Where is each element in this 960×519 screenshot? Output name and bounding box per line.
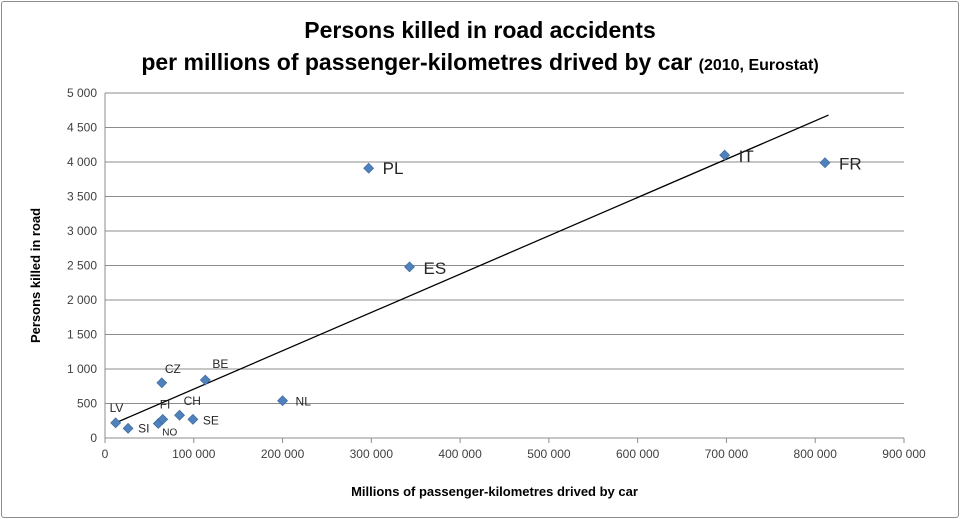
chart-source: (2010, Eurostat) [698,57,819,74]
y-tick-label: 4 000 [67,155,97,169]
x-tick-label: 300 000 [350,447,394,461]
y-tick-label: 3 000 [67,224,97,238]
x-tick-label: 200 000 [261,447,305,461]
data-points [110,149,831,434]
data-point-es [404,261,415,273]
data-point-se [187,413,199,425]
y-tick-label: 500 [77,397,97,411]
point-label-es: ES [424,259,447,278]
data-point-fr [819,157,831,169]
y-tick-label: 5 000 [67,86,97,100]
trendline-path [115,114,829,424]
x-axis-title: Millions of passenger-kilometres drived … [351,484,638,499]
y-tick-label: 0 [90,431,97,445]
x-tick-label: 700 000 [705,447,749,461]
x-tick-label: 500 000 [527,447,571,461]
point-label-fr: FR [839,155,862,174]
chart-title: Persons killed in road accidents [304,17,656,43]
data-point-be [199,374,211,386]
point-label-cz: CZ [165,362,181,376]
axes [104,93,905,443]
y-tick-label: 2 500 [67,259,97,273]
point-label-be: BE [212,357,228,371]
point-label-lv: LV [110,401,124,415]
point-label-fi: FI [160,397,171,411]
x-tick-label: 100 000 [172,447,216,461]
data-point-nl [277,395,288,407]
y-tick-label: 3 500 [67,190,97,204]
data-point-pl [363,162,375,174]
point-label-pl: PL [383,159,404,178]
chart-subtitle: per millions of passenger-kilometres dri… [141,49,819,75]
data-point-it [719,149,731,161]
data-point-ch [174,409,185,421]
point-label-si: SI [138,421,149,435]
x-tick-label: 400 000 [438,447,482,461]
trendline [115,114,829,424]
gridlines [105,92,904,404]
x-tick-label: 0 [102,447,109,461]
y-tick-label: 1 500 [67,328,97,342]
data-point-fi [157,413,169,425]
y-tick-labels: 0 500 1 000 1 500 2 000 2 500 3 000 3 500 4 000 4… [67,86,97,445]
point-label-it: IT [739,147,754,166]
point-label-nl: NL [296,395,312,409]
x-tick-labels: 0 100 000 200 000 300 000 400 000 500 000 600 … [102,447,926,461]
point-label-no: NO [162,428,177,439]
x-tick-label: 600 000 [616,447,660,461]
y-tick-label: 4 500 [67,121,97,135]
data-point-si [122,422,134,434]
x-tick-label: 800 000 [794,447,838,461]
point-label-se: SE [203,413,219,427]
x-tick-label: 900 000 [882,447,926,461]
y-tick-label: 2 000 [67,293,97,307]
data-point-lv [110,417,122,429]
point-label-ch: CH [184,394,201,408]
y-tick-label: 1 000 [67,362,97,376]
data-point-cz [156,377,168,389]
y-axis-title: Persons killed in road [28,208,43,343]
